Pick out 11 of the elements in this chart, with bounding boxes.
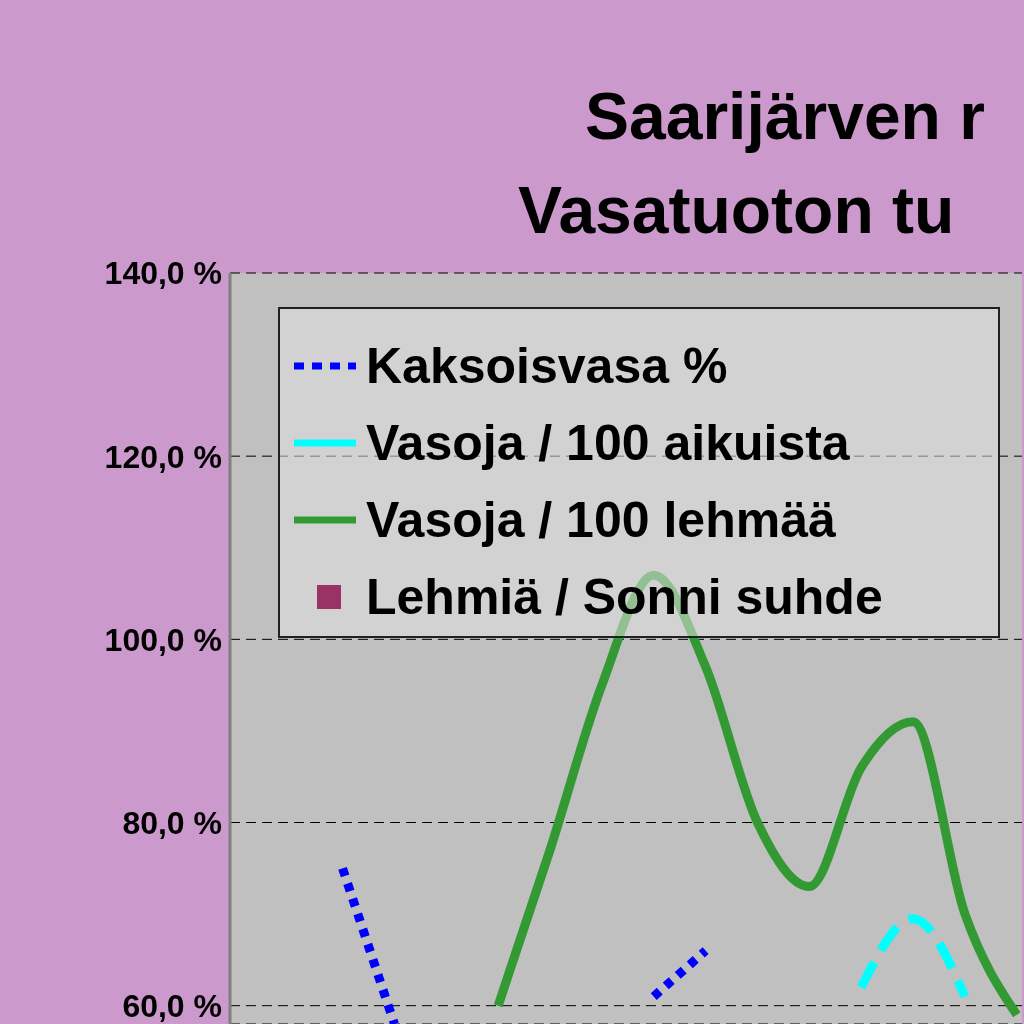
legend-label: Vasoja / 100 lehmää: [366, 490, 836, 549]
y-tick-label: 60,0 %: [122, 988, 222, 1024]
chart-title: Saarijärven r: [585, 78, 985, 154]
legend-label: Lehmiä / Sonni suhde: [366, 567, 883, 626]
legend-label: Vasoja / 100 aikuista: [366, 413, 850, 472]
y-tick-label: 120,0 %: [104, 438, 222, 475]
legend-label: Kaksoisvasa %: [366, 336, 728, 395]
y-tick-label: 100,0 %: [104, 621, 222, 658]
y-tick-label: 80,0 %: [122, 804, 222, 841]
y-tick-label: 140,0 %: [104, 255, 222, 292]
chart-subtitle: Vasatuoton tu: [518, 172, 955, 248]
